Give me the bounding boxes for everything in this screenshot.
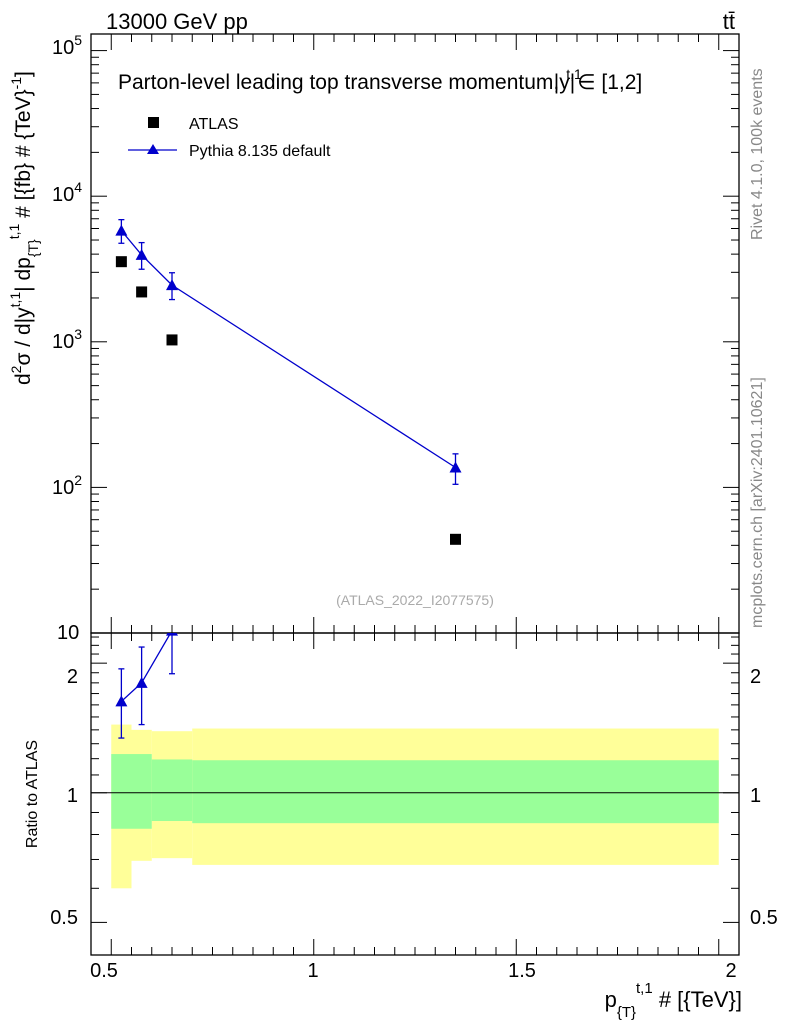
- ratio-ytick-label-right: 2: [750, 666, 761, 688]
- main-ytick-label: 103: [52, 326, 82, 353]
- pythia-point: [115, 224, 128, 236]
- xtick-label: 2: [725, 960, 736, 982]
- plot-title: Parton-level leading top transverse mome…: [118, 66, 642, 94]
- pythia-point: [135, 248, 148, 260]
- analysis-id: (ATLAS_2022_I2077575): [336, 592, 494, 608]
- mcplots-label: mcplots.cern.ch [arXiv:2401.10621]: [749, 377, 766, 628]
- x-axis-label: p{T}t,1 # [{TeV}]: [605, 980, 742, 1021]
- main-ytick-label: 102: [52, 472, 82, 499]
- atlas-point: [450, 533, 461, 545]
- ratio-data-marks: [115, 575, 462, 739]
- main-ytick-label: 104: [52, 179, 82, 206]
- pythia-ratio-point: [166, 633, 178, 636]
- stat-uncertainty-band: [192, 760, 719, 824]
- rivet-version-label: Rivet 4.1.0, 100k events: [749, 68, 766, 240]
- main-data-marks: [115, 219, 462, 545]
- atlas-point: [136, 286, 148, 298]
- pythia-ratio-line: [120, 633, 172, 702]
- main-ytick-label: 10: [57, 622, 79, 644]
- xtick-label: 1.5: [508, 960, 536, 982]
- process-label: tt̄: [723, 9, 735, 34]
- xtick-label: 1: [307, 960, 318, 982]
- ratio-ytick-label-right: 0.5: [750, 907, 778, 929]
- pythia-ratio-point: [115, 695, 128, 707]
- legend-atlas-marker: [148, 117, 159, 128]
- ratio-ytick-label: 1: [67, 785, 78, 807]
- ratio-ytick-label: 2: [67, 666, 78, 688]
- ratio-ytick-label: 0.5: [50, 907, 78, 929]
- stat-uncertainty-band: [151, 759, 193, 821]
- atlas-point: [166, 334, 178, 346]
- uncertainty-bands: [111, 724, 719, 889]
- pythia-point: [449, 461, 462, 473]
- pythia-line: [120, 230, 456, 469]
- main-y-axis-label: d2σ / d|yt,1| dp{T}t,1 # [{fb} # {TeV}-1…: [6, 71, 41, 385]
- ratio-axis-ticks: [90, 633, 740, 955]
- ratio-ytick-label-right: 1: [750, 785, 761, 807]
- collision-label: 13000 GeV pp: [106, 9, 248, 34]
- pythia-ratio-point: [135, 676, 148, 688]
- main-ytick-label: 105: [52, 32, 82, 59]
- pythia-ratio-point: [450, 575, 462, 586]
- stat-uncertainty-band: [111, 754, 132, 829]
- legend-pythia-label: Pythia 8.135 default: [189, 143, 331, 160]
- xtick-label: 0.5: [90, 960, 118, 982]
- stat-uncertainty-band: [131, 754, 152, 829]
- ratio-y-axis-label: Ratio to ATLAS: [24, 740, 41, 848]
- legend-pythia-marker: [147, 144, 159, 154]
- pythia-point: [166, 279, 178, 291]
- legend-atlas-label: ATLAS: [189, 116, 239, 133]
- main-axis-ticks: [90, 34, 740, 634]
- atlas-point: [115, 256, 127, 268]
